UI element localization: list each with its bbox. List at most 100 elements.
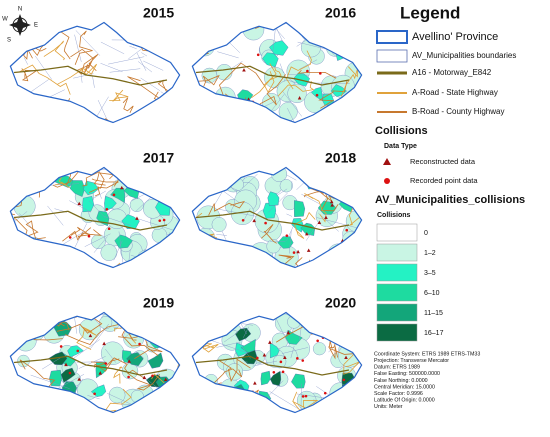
road xyxy=(192,35,210,57)
road xyxy=(226,401,257,413)
collision-point xyxy=(304,394,308,398)
municipality-boundary xyxy=(243,326,250,338)
road xyxy=(335,328,362,349)
coordinate-info: Central Meridian: 15.0000 xyxy=(374,384,435,390)
municipality-boundary xyxy=(63,249,77,263)
road xyxy=(218,62,266,95)
municipality-boundary xyxy=(100,41,125,54)
collisions-subtitle: Data Type xyxy=(384,143,417,150)
collision-reconstructed xyxy=(296,249,300,254)
coordinate-info: False Easting: 500000.0000 xyxy=(374,371,440,377)
municipality-boundary xyxy=(80,126,104,128)
municipality-area xyxy=(335,175,352,193)
compass-w: W xyxy=(2,17,8,23)
municipality-boundary xyxy=(100,63,123,73)
municipality-area xyxy=(14,329,37,352)
municipality-boundary xyxy=(299,59,318,70)
municipality-boundary xyxy=(281,347,308,354)
road xyxy=(304,193,327,223)
municipality-boundary xyxy=(14,172,66,178)
collision-point xyxy=(315,93,319,97)
road xyxy=(219,22,243,28)
municipality-boundary xyxy=(193,22,195,44)
municipality-boundary xyxy=(239,254,241,267)
municipality-boundary xyxy=(193,250,225,253)
collision-point xyxy=(301,395,305,398)
municipality-boundary xyxy=(339,323,358,327)
municipality-boundary xyxy=(132,314,138,326)
compass-s: S xyxy=(7,38,11,44)
municipality-boundary xyxy=(47,205,64,226)
compass-n: N xyxy=(18,7,22,13)
road xyxy=(260,224,277,244)
road xyxy=(345,382,362,402)
coordinate-info: Scale Factor: 0.9996 xyxy=(374,391,423,397)
road xyxy=(318,80,348,109)
collision-reconstructed xyxy=(119,185,124,190)
road xyxy=(233,253,265,268)
municipality-area xyxy=(300,37,321,58)
road xyxy=(343,352,360,375)
municipality-area xyxy=(137,250,153,265)
municipality-boundary xyxy=(167,382,180,392)
road xyxy=(192,95,198,121)
municipality-area xyxy=(121,214,140,229)
municipality-boundary xyxy=(58,104,60,112)
collision-point xyxy=(341,43,344,47)
municipality-boundary xyxy=(30,374,70,389)
coordinate-info: Units: Meter xyxy=(374,404,403,410)
road xyxy=(304,411,316,413)
municipality-boundary xyxy=(268,192,288,213)
municipality-boundary xyxy=(89,200,106,219)
municipality-area xyxy=(147,352,164,369)
municipality-boundary xyxy=(217,94,219,115)
municipality-boundary xyxy=(176,312,179,333)
collision-point xyxy=(285,234,289,237)
municipality-area xyxy=(267,191,280,207)
municipality-area xyxy=(16,312,37,329)
motorway xyxy=(195,210,350,231)
collision-reconstructed xyxy=(317,220,322,224)
municipality-area xyxy=(300,22,322,42)
municipality-area xyxy=(42,396,55,409)
road xyxy=(10,403,15,413)
municipality-area xyxy=(234,327,252,342)
collision-point xyxy=(333,338,337,341)
municipality-area xyxy=(110,187,126,204)
municipality-boundary xyxy=(218,246,229,253)
collision-point xyxy=(316,339,319,343)
collision-point xyxy=(281,370,285,374)
municipality-boundary xyxy=(242,173,258,189)
municipality-boundary xyxy=(61,111,82,123)
road xyxy=(208,200,246,216)
municipality-boundary xyxy=(213,191,223,206)
municipality-boundary xyxy=(72,312,78,334)
municipality-boundary xyxy=(29,312,46,315)
municipality-boundary xyxy=(286,213,293,217)
road xyxy=(292,391,319,413)
collision-point xyxy=(87,234,91,238)
collision-point xyxy=(158,219,162,222)
municipality-area xyxy=(346,252,362,268)
municipality-boundary xyxy=(140,77,161,91)
road xyxy=(164,167,180,179)
road xyxy=(62,229,102,242)
road xyxy=(119,22,134,36)
municipality-area xyxy=(166,379,180,394)
map-panel: 2015 xyxy=(9,5,181,128)
municipality-area xyxy=(269,370,282,387)
collision-point xyxy=(138,342,141,346)
road xyxy=(19,64,71,95)
municipality-boundary xyxy=(269,391,303,412)
collision-reconstructed xyxy=(77,201,82,206)
municipality-area xyxy=(154,321,168,336)
municipality-boundary xyxy=(217,51,239,59)
municipality-boundary xyxy=(73,339,100,359)
municipality-boundary xyxy=(88,96,109,123)
map-panel: 2019 xyxy=(9,295,181,414)
collision-point xyxy=(127,375,130,379)
collision-reconstructed xyxy=(305,232,309,236)
municipality-boundary xyxy=(46,245,55,259)
municipality-area xyxy=(60,367,76,383)
municipality-boundary xyxy=(207,314,215,320)
